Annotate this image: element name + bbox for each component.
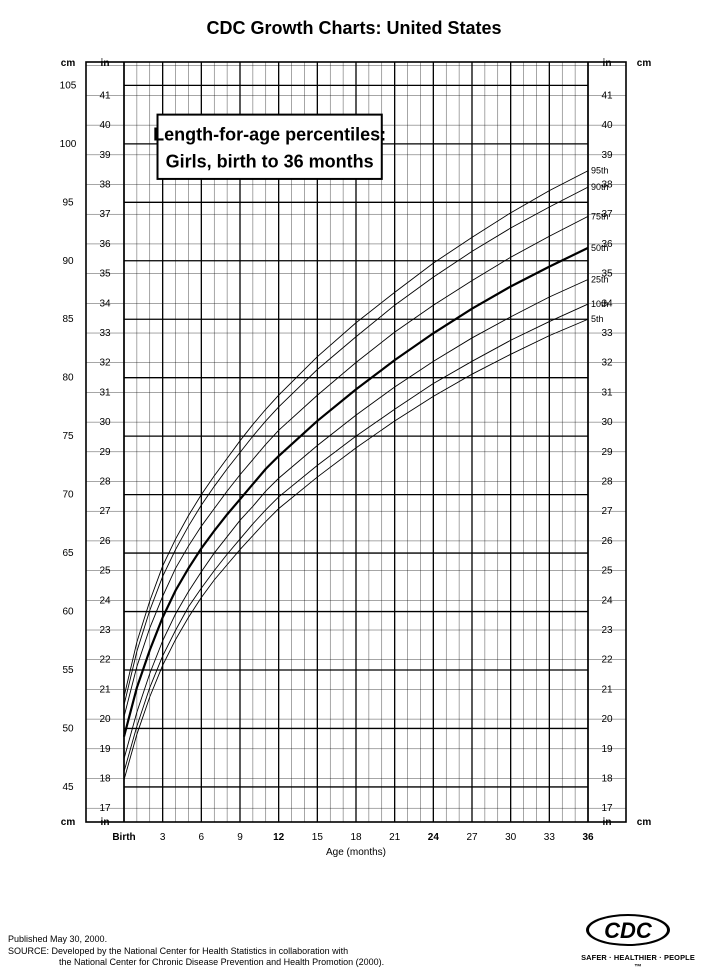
svg-text:20: 20 [99, 714, 111, 725]
svg-text:cm: cm [637, 58, 652, 69]
svg-text:22: 22 [99, 655, 111, 666]
svg-text:in: in [603, 817, 612, 828]
cdc-logo-text: CDC [604, 918, 653, 943]
growth-chart: cm in in cm cm in in cm 45 50 55 60 65 70 75 80 85 90 95 10… [24, 54, 684, 874]
svg-text:15: 15 [312, 832, 324, 843]
svg-text:45: 45 [62, 782, 74, 793]
svg-text:21: 21 [389, 832, 401, 843]
svg-text:39: 39 [601, 150, 613, 161]
svg-text:19: 19 [99, 744, 111, 755]
svg-text:6: 6 [199, 832, 205, 843]
svg-text:37: 37 [99, 209, 111, 220]
svg-text:9: 9 [237, 832, 243, 843]
svg-text:27: 27 [99, 506, 111, 517]
subtitle-line-2: Girls, birth to 36 months [166, 151, 374, 171]
svg-text:40: 40 [601, 120, 613, 131]
svg-text:21: 21 [99, 684, 111, 695]
svg-text:26: 26 [601, 536, 613, 547]
svg-text:30: 30 [601, 417, 613, 428]
svg-text:31: 31 [99, 387, 111, 398]
percentile-label-10th: 10th [591, 299, 609, 309]
svg-text:23: 23 [99, 625, 111, 636]
svg-text:27: 27 [601, 506, 613, 517]
svg-text:36: 36 [582, 832, 594, 843]
svg-text:in: in [101, 58, 110, 69]
svg-text:39: 39 [99, 150, 111, 161]
svg-text:90: 90 [62, 256, 74, 267]
cdc-tagline: SAFER · HEALTHIER · PEOPLE ™ [578, 953, 698, 971]
svg-text:in: in [603, 58, 612, 69]
cdc-logo: CDC SAFER · HEALTHIER · PEOPLE ™ [578, 911, 698, 971]
svg-text:70: 70 [62, 490, 74, 501]
svg-text:29: 29 [99, 447, 111, 458]
svg-text:25: 25 [601, 566, 613, 577]
svg-text:28: 28 [601, 477, 613, 488]
svg-text:100: 100 [60, 139, 77, 150]
svg-text:24: 24 [601, 595, 613, 606]
svg-text:32: 32 [99, 358, 111, 369]
percentile-label-50th: 50th [591, 243, 609, 253]
svg-text:21: 21 [601, 684, 613, 695]
svg-text:35: 35 [99, 269, 111, 280]
svg-text:28: 28 [99, 477, 111, 488]
svg-text:29: 29 [601, 447, 613, 458]
svg-text:cm: cm [637, 817, 652, 828]
svg-text:30: 30 [99, 417, 111, 428]
svg-text:19: 19 [601, 744, 613, 755]
svg-text:50: 50 [62, 723, 74, 734]
svg-text:18: 18 [99, 774, 111, 785]
svg-text:105: 105 [60, 80, 77, 91]
svg-text:80: 80 [62, 373, 74, 384]
percentile-label-25th: 25th [591, 274, 609, 284]
svg-text:33: 33 [601, 328, 613, 339]
svg-text:26: 26 [99, 536, 111, 547]
percentile-label-75th: 75th [591, 211, 609, 221]
svg-text:cm: cm [61, 817, 76, 828]
svg-text:24: 24 [428, 832, 440, 843]
svg-text:95: 95 [62, 197, 74, 208]
svg-text:12: 12 [273, 832, 285, 843]
svg-text:17: 17 [601, 803, 613, 814]
svg-text:75: 75 [62, 431, 74, 442]
svg-text:20: 20 [601, 714, 613, 725]
svg-text:24: 24 [99, 595, 111, 606]
page-title: CDC Growth Charts: United States [0, 0, 708, 39]
svg-text:65: 65 [62, 548, 74, 559]
svg-text:23: 23 [601, 625, 613, 636]
svg-text:30: 30 [505, 832, 517, 843]
svg-text:40: 40 [99, 120, 111, 131]
svg-text:32: 32 [601, 358, 613, 369]
svg-text:31: 31 [601, 387, 613, 398]
svg-text:Age (months): Age (months) [326, 847, 386, 858]
svg-text:3: 3 [160, 832, 166, 843]
svg-text:17: 17 [99, 803, 111, 814]
svg-text:18: 18 [350, 832, 362, 843]
svg-text:Birth: Birth [112, 832, 135, 843]
svg-text:85: 85 [62, 314, 74, 325]
svg-text:60: 60 [62, 607, 74, 618]
percentile-label-90th: 90th [591, 182, 609, 192]
svg-text:25: 25 [99, 566, 111, 577]
svg-text:33: 33 [99, 328, 111, 339]
svg-text:41: 41 [601, 90, 613, 101]
svg-text:33: 33 [544, 832, 556, 843]
svg-text:36: 36 [99, 239, 111, 250]
subtitle-line-1: Length-for-age percentiles: [153, 124, 386, 144]
percentile-label-5th: 5th [591, 314, 604, 324]
svg-text:27: 27 [466, 832, 478, 843]
svg-text:18: 18 [601, 774, 613, 785]
svg-text:in: in [101, 817, 110, 828]
svg-text:22: 22 [601, 655, 613, 666]
svg-text:38: 38 [99, 180, 111, 191]
svg-text:cm: cm [61, 58, 76, 69]
svg-text:34: 34 [99, 298, 111, 309]
svg-text:55: 55 [62, 665, 74, 676]
svg-text:41: 41 [99, 90, 111, 101]
percentile-label-95th: 95th [591, 166, 609, 176]
